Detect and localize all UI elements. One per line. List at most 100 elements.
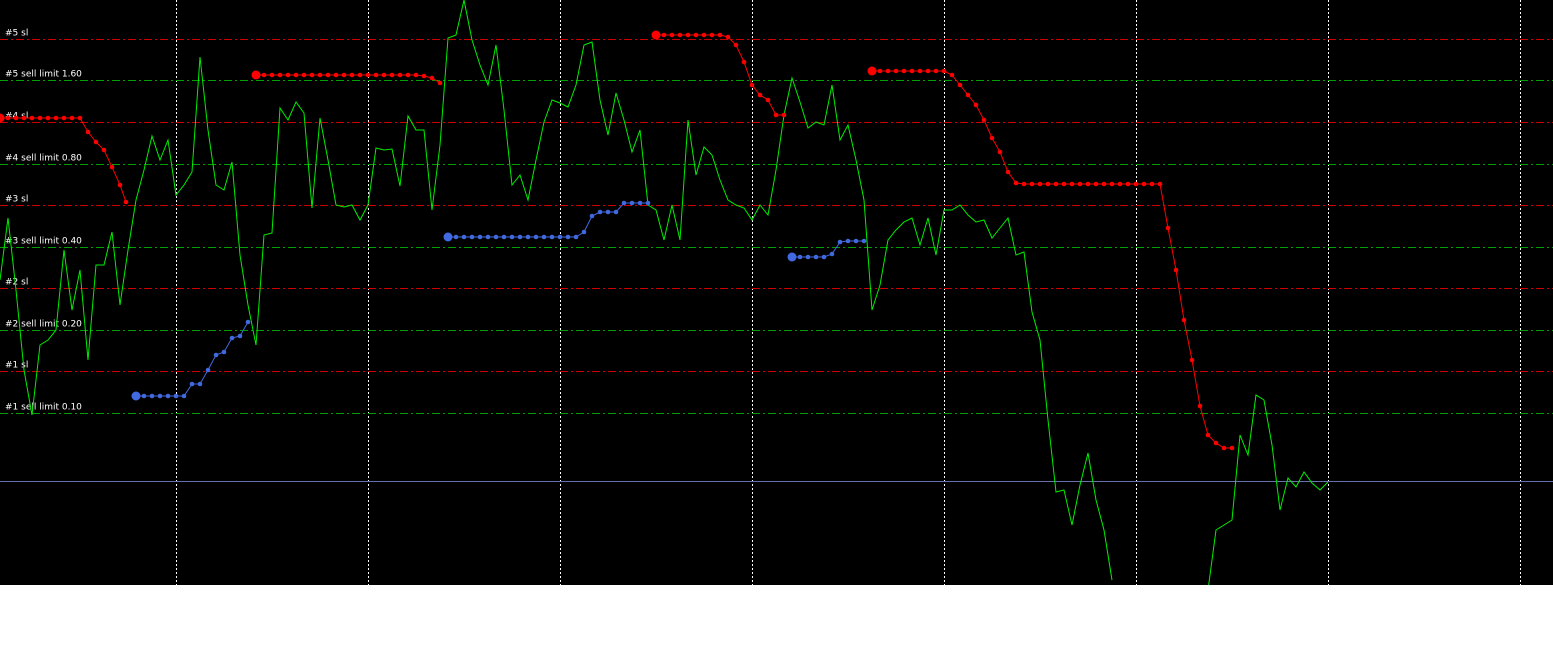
level-label: #3 sl (5, 195, 28, 205)
series-dot (757, 92, 763, 98)
series-dot (781, 112, 787, 118)
series-dot (437, 80, 443, 86)
series-dot (861, 238, 867, 244)
series-dot (381, 72, 387, 78)
level-label: #4 sell limit 0.80 (5, 154, 82, 164)
series-dot (37, 115, 43, 121)
series-dot (509, 234, 515, 240)
series-dot (443, 232, 453, 242)
series-dot (189, 381, 195, 387)
series-dot (669, 32, 675, 38)
series-dot (1061, 181, 1067, 187)
series-line (872, 70, 1232, 449)
series-dot (5, 115, 11, 121)
series-dot (1157, 181, 1163, 187)
series-dot (597, 209, 603, 215)
series-dot (605, 209, 611, 215)
series-dot (349, 72, 355, 78)
series-dot (541, 234, 547, 240)
level-label: #1 sell limit 0.10 (5, 403, 82, 413)
series-dot (1141, 181, 1147, 187)
series-dot (1197, 403, 1203, 409)
series-dot (333, 72, 339, 78)
series-dot (237, 333, 243, 339)
series-dot (853, 238, 859, 244)
series-dot (821, 254, 827, 260)
series-dot (1101, 181, 1107, 187)
level-label: #3 sell limit 0.40 (5, 237, 82, 247)
series-dot (805, 254, 811, 260)
series-dot (901, 68, 907, 74)
series-dot (269, 72, 275, 78)
series-dot (787, 252, 797, 262)
series-dot (29, 115, 35, 121)
series-dot (997, 149, 1003, 155)
series-dot (365, 72, 371, 78)
series-dot (501, 234, 507, 240)
series-dot (1037, 181, 1043, 187)
series-dot (893, 68, 899, 74)
series-dot (317, 72, 323, 78)
series-dot (1005, 169, 1011, 175)
series-dot (1229, 445, 1235, 451)
series-dot (765, 97, 771, 103)
series-dot (885, 68, 891, 74)
series-dot (341, 72, 347, 78)
level-label: #1 sl (5, 361, 28, 371)
series-dot (1149, 181, 1155, 187)
series-dot (533, 234, 539, 240)
series-dot (717, 32, 723, 38)
series-dot (917, 68, 923, 74)
series-dot (1181, 317, 1187, 323)
series-dot (453, 234, 459, 240)
series-line (792, 240, 864, 258)
series-dot (1189, 357, 1195, 363)
series-dot (293, 72, 299, 78)
series-dot (45, 115, 51, 121)
series-dot (69, 115, 75, 121)
series-dot (1077, 181, 1083, 187)
series-dot (925, 68, 931, 74)
series-dot (981, 117, 987, 123)
series-dot (141, 393, 147, 399)
series-dot (693, 32, 699, 38)
series-dot (933, 68, 939, 74)
series-dot (109, 164, 115, 170)
series-dot (277, 72, 283, 78)
level-label: #5 sell limit 1.60 (5, 70, 82, 80)
series-dot (909, 68, 915, 74)
series-dot (397, 72, 403, 78)
series-dot (53, 115, 59, 121)
series-dot (285, 72, 291, 78)
series-dot (1093, 181, 1099, 187)
series-dot (1085, 181, 1091, 187)
series-dot (461, 234, 467, 240)
series-dot (61, 115, 67, 121)
series-dot (1165, 225, 1171, 231)
series-dot (117, 182, 123, 188)
series-dot (685, 32, 691, 38)
series-dot (677, 32, 683, 38)
series-dot (181, 393, 187, 399)
series-dot (1125, 181, 1131, 187)
series-dot (565, 234, 571, 240)
series-dot (477, 234, 483, 240)
series-dot (845, 238, 851, 244)
series-dot (245, 319, 251, 325)
series-dot (325, 72, 331, 78)
series-dot (301, 72, 307, 78)
series-dot (213, 352, 219, 358)
series-dot (709, 32, 715, 38)
series-dot (221, 349, 227, 355)
series-dot (557, 234, 563, 240)
series-dot (149, 393, 155, 399)
series-dot (77, 115, 83, 121)
series-dot (581, 229, 587, 235)
series-dot (1021, 181, 1027, 187)
series-dot (173, 393, 179, 399)
series-dot (749, 82, 755, 88)
series-dot (949, 72, 955, 78)
series-dot (85, 129, 91, 135)
series-dot (741, 59, 747, 65)
